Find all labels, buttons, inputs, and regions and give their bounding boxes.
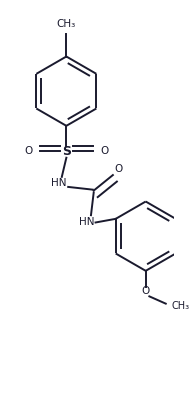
Text: O: O: [114, 164, 123, 174]
Text: O: O: [24, 146, 33, 156]
Text: HN: HN: [51, 178, 67, 188]
Text: CH₃: CH₃: [171, 301, 189, 311]
Text: O: O: [100, 146, 108, 156]
Text: S: S: [62, 145, 71, 158]
Text: HN: HN: [79, 217, 94, 228]
Text: CH₃: CH₃: [57, 19, 76, 29]
Text: O: O: [142, 286, 150, 296]
